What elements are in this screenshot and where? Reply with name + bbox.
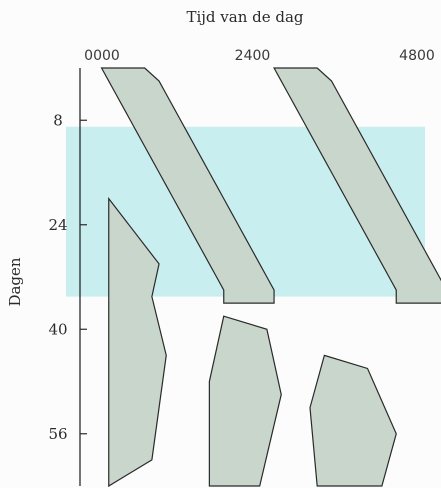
y-tick-label: 8: [53, 111, 63, 129]
activity-layer: [100, 67, 441, 488]
y-tick-label: 24: [48, 216, 67, 234]
x-tick-label: 2400: [235, 48, 271, 64]
x-tick-label: 0000: [84, 48, 120, 64]
activity-region-lower-left: [108, 196, 167, 488]
activity-band-2: [273, 67, 441, 304]
tick-layer: 0000 2400 4800 8 24 40 56: [48, 48, 434, 443]
y-axis-label: Dagen: [6, 257, 24, 306]
x-tick-label: 4800: [399, 48, 435, 64]
y-tick-label: 56: [48, 425, 67, 443]
activity-region-lower-mid: [208, 315, 282, 487]
chart-title: Tijd van de dag: [186, 8, 303, 26]
activity-band-1: [100, 67, 275, 304]
activity-region-lower-right: [309, 354, 397, 487]
y-tick-label: 40: [48, 320, 67, 338]
